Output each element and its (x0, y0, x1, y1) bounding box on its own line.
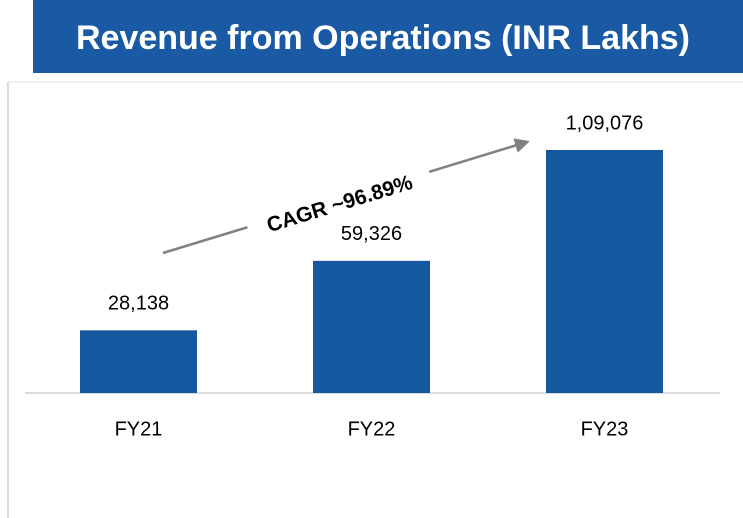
bar (546, 150, 663, 393)
value-label: 59,326 (341, 223, 402, 245)
chart-title: Revenue from Operations (INR Lakhs) (76, 19, 690, 57)
x-tick-label: FY22 (348, 418, 396, 440)
annotation-bg (242, 155, 436, 250)
x-tick-label: FY21 (115, 418, 163, 440)
value-label: 28,138 (108, 293, 169, 315)
x-tick-label: FY23 (581, 418, 629, 440)
bar (313, 260, 430, 393)
bar (80, 330, 197, 393)
value-label: 1,09,076 (566, 112, 644, 134)
title-banner (33, 0, 743, 73)
